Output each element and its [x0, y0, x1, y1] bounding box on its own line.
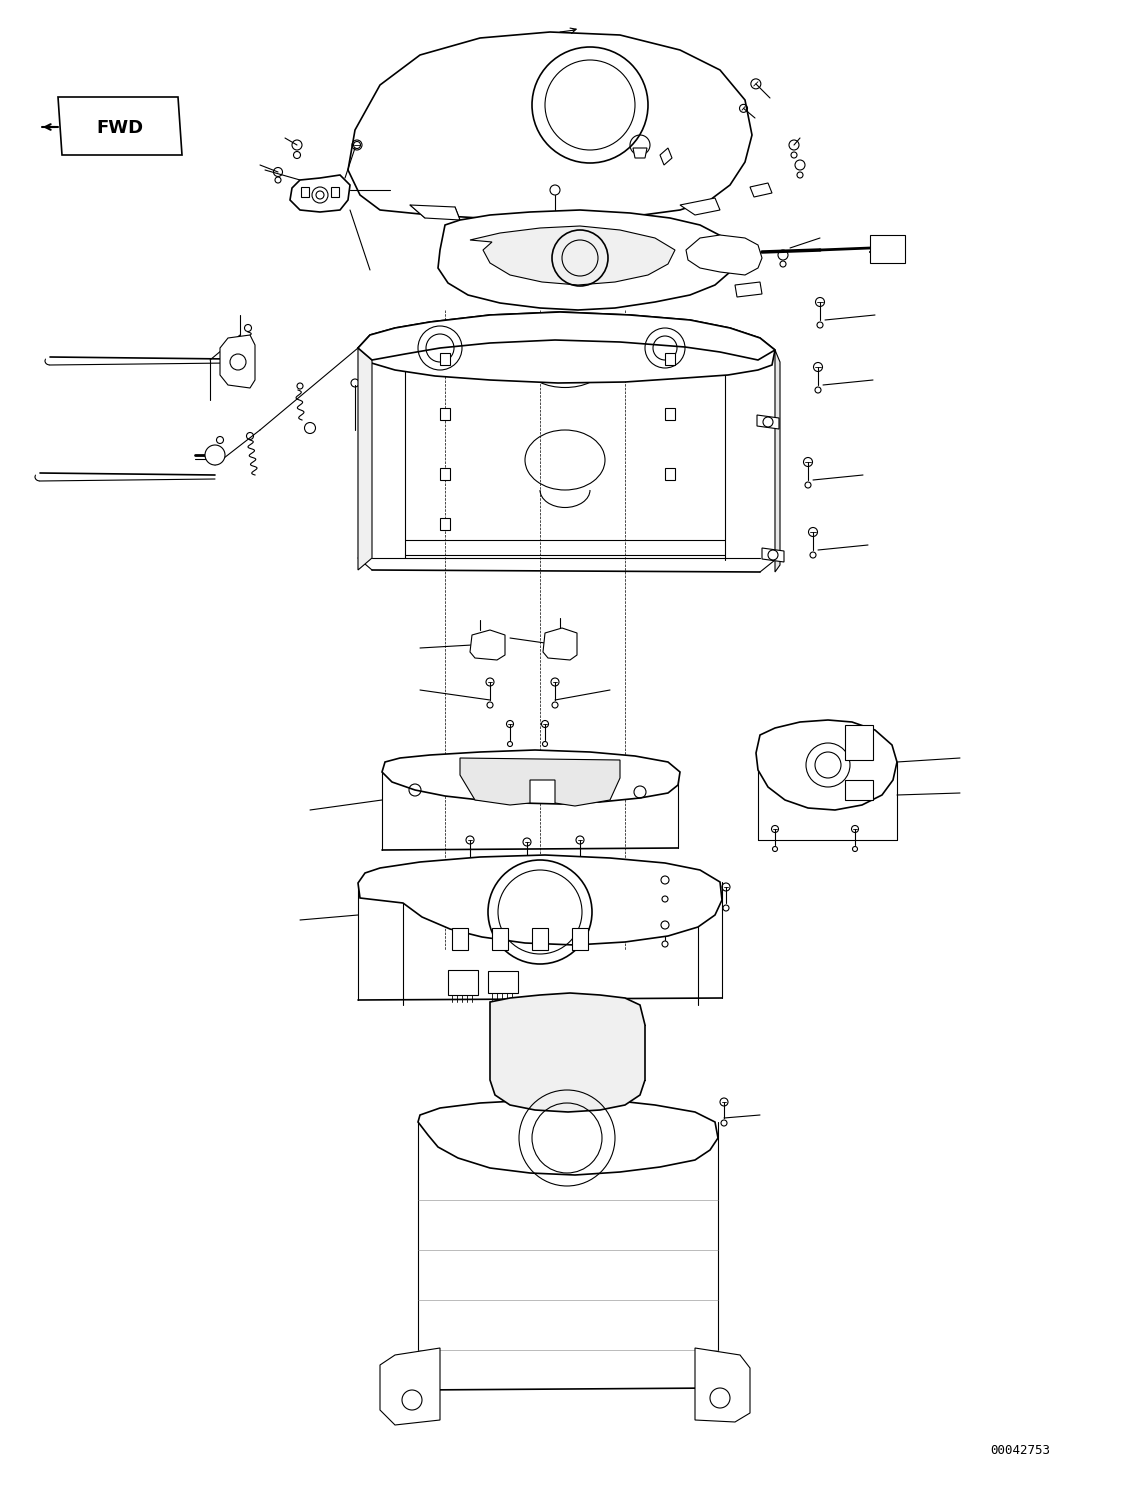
Polygon shape: [290, 175, 350, 212]
Polygon shape: [220, 336, 255, 388]
Polygon shape: [349, 31, 752, 219]
Polygon shape: [460, 758, 620, 806]
Bar: [665, 468, 675, 480]
Bar: [665, 354, 675, 366]
Bar: [487, 971, 518, 994]
Polygon shape: [749, 184, 772, 197]
Polygon shape: [695, 1347, 749, 1422]
Bar: [440, 518, 450, 530]
Bar: [452, 928, 468, 950]
Bar: [532, 928, 548, 950]
Bar: [665, 407, 675, 421]
Polygon shape: [418, 1098, 718, 1176]
Bar: [440, 354, 450, 366]
Polygon shape: [762, 548, 784, 562]
Circle shape: [546, 288, 550, 292]
Polygon shape: [470, 225, 675, 285]
Bar: [572, 928, 588, 950]
Polygon shape: [735, 282, 762, 297]
Polygon shape: [58, 97, 182, 155]
Circle shape: [540, 297, 544, 303]
Polygon shape: [470, 630, 505, 659]
Bar: [440, 407, 450, 421]
Polygon shape: [756, 721, 898, 810]
Polygon shape: [490, 994, 645, 1112]
Polygon shape: [439, 210, 735, 310]
Bar: [448, 970, 478, 995]
Bar: [845, 780, 872, 800]
Bar: [492, 928, 508, 950]
Polygon shape: [659, 148, 672, 166]
Bar: [331, 186, 339, 197]
Polygon shape: [680, 198, 720, 215]
Text: FWD: FWD: [97, 119, 144, 137]
Polygon shape: [358, 855, 722, 944]
Bar: [845, 725, 872, 759]
Circle shape: [205, 445, 226, 466]
Bar: [301, 186, 309, 197]
Polygon shape: [686, 236, 762, 275]
Polygon shape: [543, 628, 577, 659]
Polygon shape: [410, 204, 460, 219]
Polygon shape: [358, 312, 775, 383]
Polygon shape: [358, 348, 372, 570]
Polygon shape: [757, 415, 779, 430]
Polygon shape: [380, 1347, 440, 1425]
Polygon shape: [633, 148, 647, 158]
Polygon shape: [358, 312, 775, 360]
Bar: [440, 468, 450, 480]
Bar: [870, 236, 906, 263]
Polygon shape: [775, 351, 780, 571]
Circle shape: [533, 288, 538, 292]
Polygon shape: [382, 750, 680, 804]
Text: 00042753: 00042753: [990, 1443, 1050, 1456]
